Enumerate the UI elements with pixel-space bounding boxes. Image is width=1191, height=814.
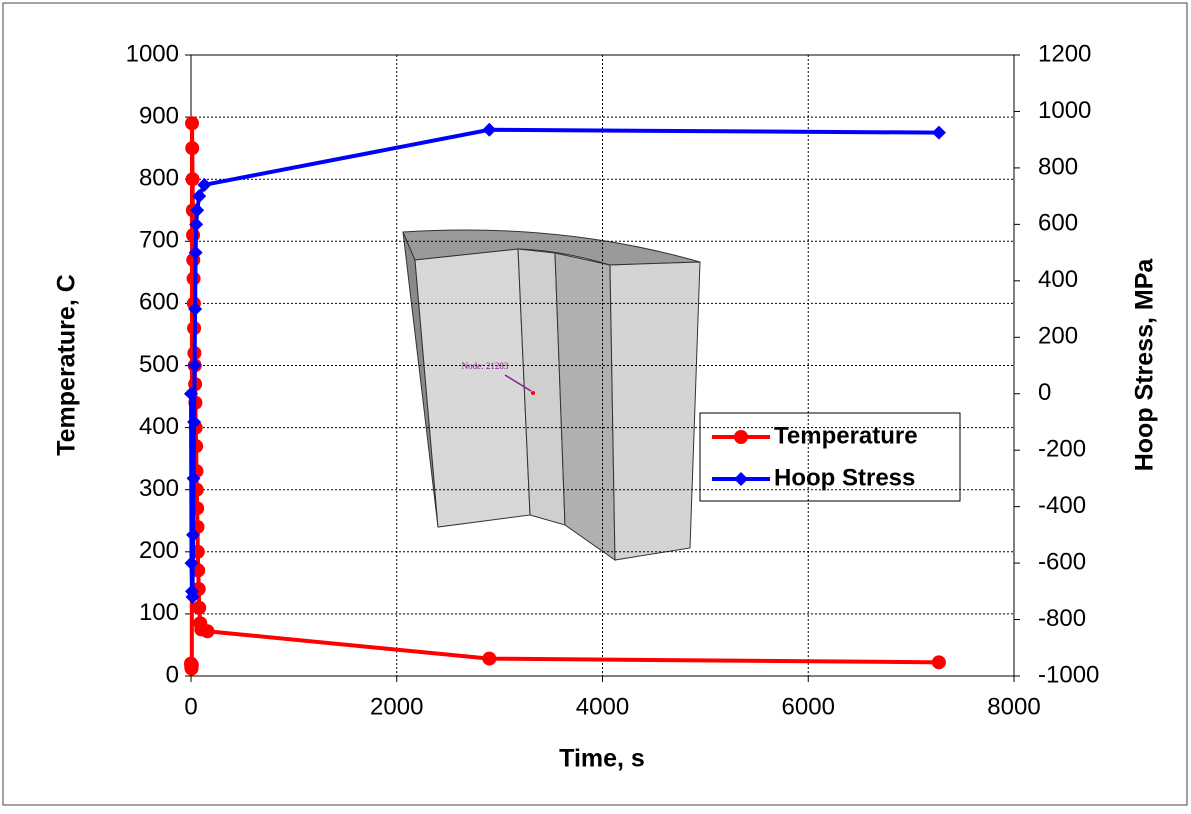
- point: [932, 126, 946, 140]
- y-tick-label: 200: [139, 537, 179, 564]
- x-tick-label: 0: [184, 693, 197, 720]
- point: [482, 652, 496, 666]
- inset-image: [403, 230, 700, 560]
- x-tick-label: 2000: [370, 693, 423, 720]
- y-tick-label: 400: [139, 413, 179, 440]
- y-tick-label: 900: [139, 102, 179, 129]
- y-tick-label: 500: [139, 351, 179, 378]
- point: [192, 601, 206, 615]
- legend-label: Hoop Stress: [774, 464, 915, 491]
- point: [185, 116, 199, 130]
- y2-tick-label: -200: [1038, 436, 1086, 463]
- y-tick-label: 100: [139, 599, 179, 626]
- y2-tick-label: 200: [1038, 323, 1078, 350]
- x-tick-label: 6000: [782, 693, 835, 720]
- point: [482, 123, 496, 137]
- y-tick-label: 1000: [126, 40, 179, 67]
- y2-tick-label: 800: [1038, 153, 1078, 180]
- y2-tick-label: 600: [1038, 210, 1078, 237]
- point: [186, 172, 200, 186]
- x-axis-label: Time, s: [559, 745, 645, 773]
- x-tick-label: 8000: [987, 693, 1040, 720]
- y-axis-label: Temperature, C: [53, 274, 81, 456]
- point: [200, 624, 214, 638]
- y2-tick-label: 1200: [1038, 40, 1091, 67]
- legend-marker: [734, 430, 748, 444]
- y2-tick-label: -800: [1038, 605, 1086, 632]
- y-tick-label: 600: [139, 289, 179, 316]
- y2-axis-label: Hoop Stress, MPa: [1131, 258, 1159, 472]
- y2-tick-label: 0: [1038, 379, 1051, 406]
- point: [185, 141, 199, 155]
- y-tick-label: 300: [139, 475, 179, 502]
- y2-tick-label: -1000: [1038, 661, 1099, 688]
- annotation: Node: 21283: [462, 361, 509, 371]
- y2-tick-label: 400: [1038, 266, 1078, 293]
- chart: Node: 21283 Time, s Temperature, C Hoop …: [0, 0, 1191, 809]
- y2-tick-label: -400: [1038, 492, 1086, 519]
- y-tick-label: 700: [139, 227, 179, 254]
- y-tick-label: 0: [166, 661, 179, 688]
- legend-label: Temperature: [774, 422, 918, 449]
- y2-tick-label: -600: [1038, 548, 1086, 575]
- y-tick-label: 800: [139, 165, 179, 192]
- point: [185, 658, 199, 672]
- x-tick-label: 4000: [576, 693, 629, 720]
- point: [932, 655, 946, 669]
- y2-tick-label: 1000: [1038, 97, 1091, 124]
